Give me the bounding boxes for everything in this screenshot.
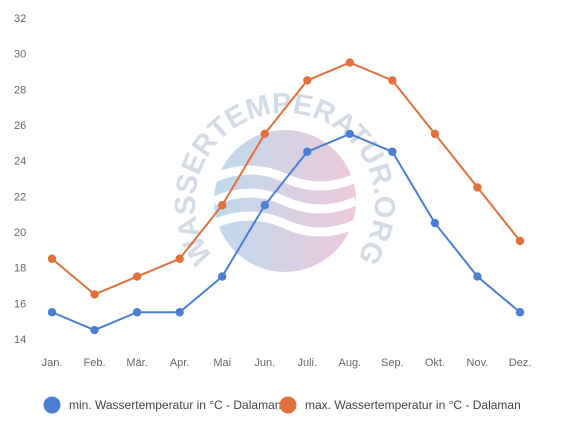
x-tick-label: Apr. bbox=[170, 357, 190, 369]
data-point[interactable] bbox=[132, 308, 142, 317]
data-point[interactable] bbox=[260, 201, 269, 210]
legend-marker bbox=[279, 396, 297, 414]
x-tick-label: Jan. bbox=[42, 357, 63, 369]
data-point[interactable] bbox=[47, 254, 57, 263]
data-point[interactable] bbox=[515, 236, 525, 246]
x-tick-label: Feb. bbox=[84, 357, 106, 369]
data-point[interactable] bbox=[473, 183, 482, 192]
series-layer bbox=[47, 58, 525, 335]
y-tick-label: 24 bbox=[14, 156, 26, 168]
data-point[interactable] bbox=[90, 325, 99, 335]
data-point[interactable] bbox=[260, 129, 269, 139]
legend-marker bbox=[43, 396, 61, 414]
data-point[interactable] bbox=[217, 201, 227, 210]
watermark-waves bbox=[214, 165, 356, 237]
y-tick-label: 32 bbox=[14, 13, 26, 25]
legend-label: min. Wassertemperatur in °C - Dalaman bbox=[69, 398, 281, 412]
x-tick-label: Dez. bbox=[509, 357, 532, 369]
x-tick-label: Sep. bbox=[381, 357, 404, 369]
data-point[interactable] bbox=[473, 272, 482, 281]
y-tick-label: 20 bbox=[14, 227, 26, 239]
series-1 bbox=[47, 129, 525, 335]
data-point[interactable] bbox=[303, 76, 312, 85]
legend-item-2[interactable]: max. Wassertemperatur in °C - Dalaman bbox=[279, 396, 521, 414]
y-tick-label: 30 bbox=[14, 49, 26, 61]
data-point[interactable] bbox=[430, 129, 440, 139]
y-tick-label: 28 bbox=[14, 84, 26, 96]
series-2 bbox=[47, 58, 525, 299]
series-line bbox=[51, 61, 521, 296]
x-tick-label: Mär. bbox=[126, 357, 147, 369]
y-axis: 14 16 18 20 22 24 26 28 30 32 bbox=[14, 13, 26, 346]
y-tick-label: 16 bbox=[14, 298, 26, 310]
x-tick-label: Okt. bbox=[425, 357, 445, 369]
data-point[interactable] bbox=[388, 76, 397, 85]
y-tick-label: 22 bbox=[14, 191, 26, 203]
x-tick-label: Aug. bbox=[338, 357, 361, 369]
x-tick-label: Mai bbox=[213, 357, 231, 369]
legend-label: max. Wassertemperatur in °C - Dalaman bbox=[305, 398, 521, 412]
x-tick-label: Nov. bbox=[467, 357, 489, 369]
data-point[interactable] bbox=[345, 129, 355, 139]
data-point[interactable] bbox=[175, 254, 184, 263]
legend: min. Wassertemperatur in °C - Dalaman max… bbox=[43, 396, 521, 414]
legend-item-1[interactable]: min. Wassertemperatur in °C - Dalaman bbox=[43, 396, 282, 414]
data-point[interactable] bbox=[388, 147, 397, 156]
data-point[interactable] bbox=[132, 272, 142, 281]
data-point[interactable] bbox=[47, 308, 57, 317]
x-tick-label: Juli. bbox=[297, 357, 317, 369]
data-point[interactable] bbox=[175, 308, 184, 317]
data-point[interactable] bbox=[515, 308, 525, 317]
x-tick-label: Jun. bbox=[254, 357, 275, 369]
y-tick-label: 26 bbox=[14, 120, 26, 132]
data-point[interactable] bbox=[303, 147, 312, 156]
x-axis: Jan. Feb. Mär. Apr. Mai Jun. Juli. Aug. Sep. Okt.… bbox=[42, 357, 532, 369]
y-tick-label: 18 bbox=[14, 263, 26, 275]
data-point[interactable] bbox=[430, 218, 440, 228]
data-point[interactable] bbox=[217, 272, 227, 281]
y-tick-label: 14 bbox=[14, 334, 26, 346]
data-point[interactable] bbox=[345, 58, 355, 67]
data-point[interactable] bbox=[90, 290, 99, 299]
series-line bbox=[51, 132, 521, 332]
